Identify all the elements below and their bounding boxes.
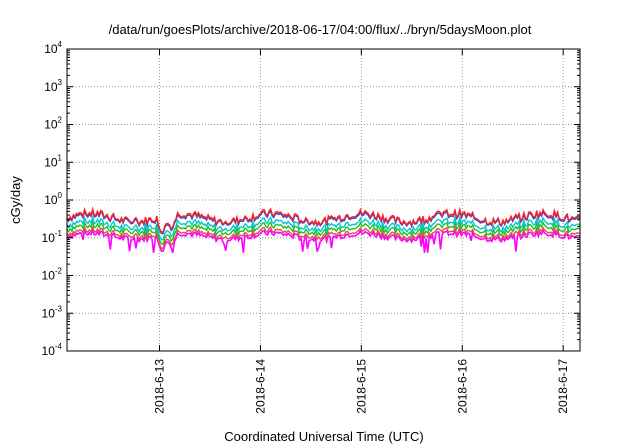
y-axis-label: cGy/day bbox=[8, 176, 23, 224]
y-tick-label: 103 bbox=[44, 78, 62, 94]
y-tick-label: 101 bbox=[44, 153, 62, 169]
series-group bbox=[66, 206, 581, 254]
grid bbox=[67, 49, 580, 351]
x-tick-label: 2018-6-15 bbox=[354, 359, 368, 414]
x-axis-label: Coordinated Universal Time (UTC) bbox=[224, 429, 423, 444]
y-tick-label: 10-3 bbox=[42, 304, 63, 320]
series-line bbox=[66, 224, 581, 250]
x-axis: 2018-6-13 2018-6-14 2018-6-15 2018-6-16 2018… bbox=[153, 49, 570, 414]
y-tick-label: 10-2 bbox=[42, 267, 63, 283]
series-line bbox=[66, 206, 581, 233]
y-tick-label: 10-1 bbox=[42, 229, 63, 245]
x-tick-label: 2018-6-14 bbox=[253, 359, 267, 414]
plot-frame bbox=[66, 48, 581, 352]
x-tick-label: 2018-6-17 bbox=[556, 359, 570, 414]
series-line bbox=[66, 219, 581, 245]
y-tick-label: 102 bbox=[44, 116, 62, 132]
chart-title: /data/run/goesPlots/archive/2018-06-17/0… bbox=[109, 22, 532, 37]
y-tick-label: 104 bbox=[44, 40, 62, 56]
y-tick-label: 10-4 bbox=[42, 342, 63, 358]
x-tick-label: 2018-6-13 bbox=[153, 359, 167, 414]
y-tick-label: 100 bbox=[44, 191, 62, 207]
y-axis: 10-4 10-3 10-2 10-1 100 101 102 103 104 bbox=[42, 40, 580, 358]
series-line bbox=[66, 215, 581, 241]
series-line bbox=[66, 228, 581, 254]
x-tick-label: 2018-6-16 bbox=[455, 359, 469, 414]
